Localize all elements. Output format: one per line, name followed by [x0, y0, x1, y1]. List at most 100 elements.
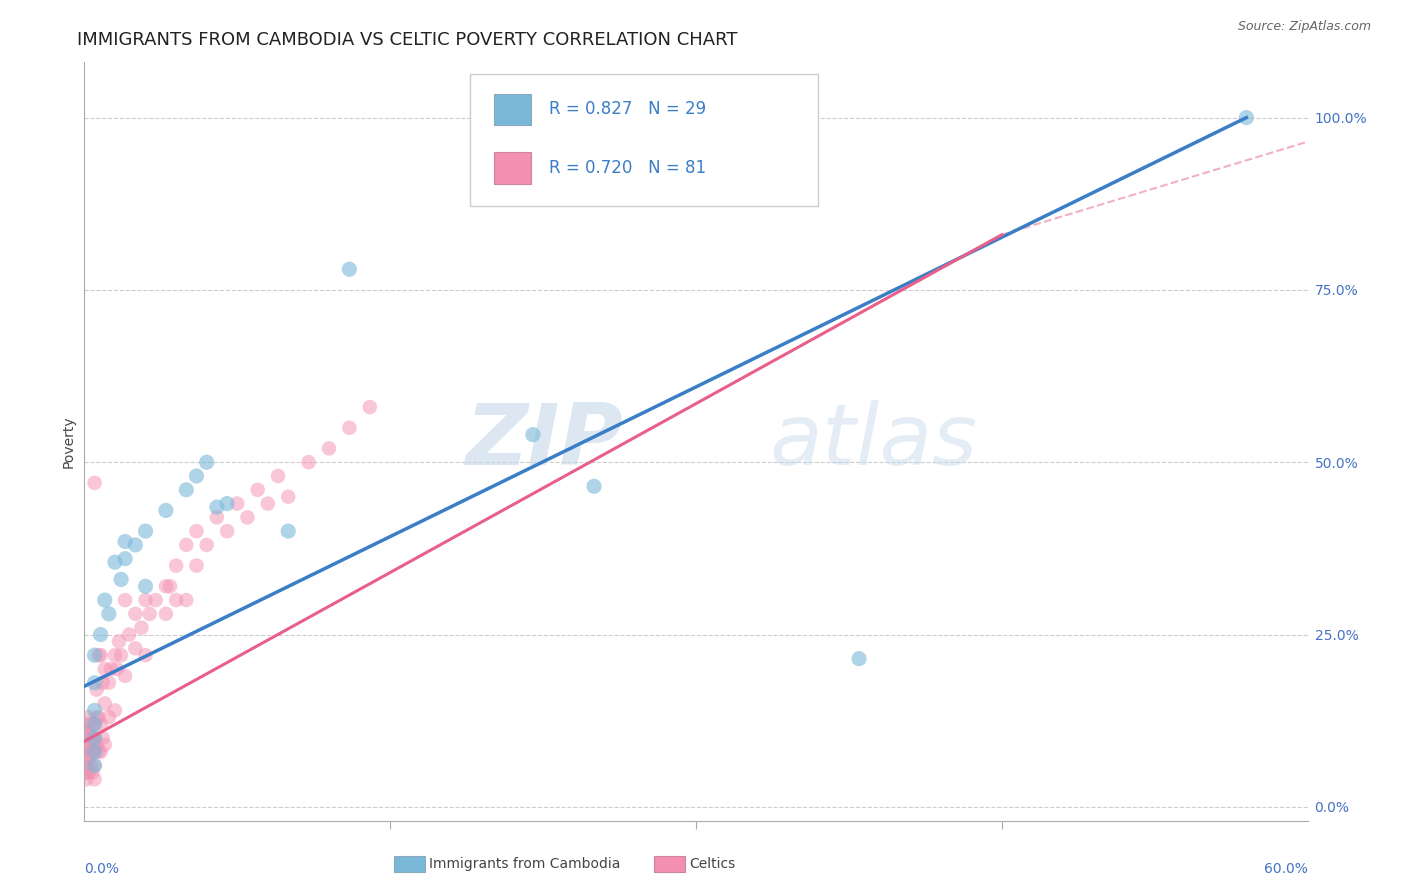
Point: [195, 538, 218, 552]
Point: [135, 648, 157, 663]
Point: [174, 483, 197, 497]
Point: [87, 745, 110, 759]
Point: [83, 703, 105, 717]
Point: [583, 479, 606, 493]
Point: [165, 593, 187, 607]
Point: [110, 648, 132, 663]
Point: [298, 455, 321, 469]
Y-axis label: Poverty: Poverty: [62, 416, 76, 467]
Point: [339, 421, 361, 435]
Point: [79, 731, 101, 745]
Point: [79, 717, 101, 731]
Point: [90, 745, 112, 759]
Point: [114, 534, 136, 549]
Point: [83, 758, 105, 772]
Point: [155, 503, 177, 517]
Point: [138, 607, 160, 621]
Point: [93, 697, 115, 711]
Point: [77, 765, 100, 780]
Point: [83, 717, 105, 731]
Text: 60.0%: 60.0%: [1264, 863, 1308, 876]
Point: [82, 765, 104, 780]
Point: [90, 717, 112, 731]
Point: [217, 497, 239, 511]
Point: [131, 621, 153, 635]
Point: [110, 573, 132, 587]
Point: [155, 607, 177, 621]
Point: [83, 717, 105, 731]
Point: [75, 731, 97, 745]
Point: [86, 682, 108, 697]
Point: [165, 558, 187, 573]
Point: [79, 745, 101, 759]
Point: [90, 627, 112, 641]
Point: [174, 538, 197, 552]
Point: [205, 500, 228, 514]
Point: [1236, 111, 1258, 125]
Point: [83, 758, 105, 772]
Point: [104, 555, 127, 569]
Point: [277, 490, 299, 504]
Point: [114, 551, 136, 566]
FancyBboxPatch shape: [470, 74, 818, 207]
Text: atlas: atlas: [769, 400, 977, 483]
Point: [97, 675, 120, 690]
Point: [82, 745, 104, 759]
Point: [195, 455, 218, 469]
Point: [93, 593, 115, 607]
Point: [97, 710, 120, 724]
Point: [236, 510, 259, 524]
Point: [83, 772, 105, 787]
Point: [75, 758, 97, 772]
Point: [87, 710, 110, 724]
Point: [104, 648, 127, 663]
Point: [124, 538, 146, 552]
Point: [114, 669, 136, 683]
Point: [105, 662, 128, 676]
Text: Immigrants from Cambodia: Immigrants from Cambodia: [429, 857, 620, 871]
Point: [75, 738, 97, 752]
Text: 0.0%: 0.0%: [84, 863, 120, 876]
Point: [118, 627, 141, 641]
FancyBboxPatch shape: [494, 152, 531, 184]
Point: [522, 427, 544, 442]
Point: [217, 524, 239, 538]
Point: [75, 745, 97, 759]
Point: [77, 724, 100, 739]
Text: IMMIGRANTS FROM CAMBODIA VS CELTIC POVERTY CORRELATION CHART: IMMIGRANTS FROM CAMBODIA VS CELTIC POVER…: [77, 31, 738, 49]
Point: [82, 731, 104, 745]
Point: [267, 469, 290, 483]
Point: [75, 751, 97, 765]
Point: [318, 442, 340, 456]
Point: [104, 703, 127, 717]
Point: [159, 579, 181, 593]
Point: [90, 648, 112, 663]
Point: [174, 593, 197, 607]
Point: [93, 738, 115, 752]
Text: R = 0.720   N = 81: R = 0.720 N = 81: [550, 159, 706, 177]
Point: [124, 607, 146, 621]
Point: [75, 765, 97, 780]
Point: [135, 579, 157, 593]
Point: [205, 510, 228, 524]
Point: [75, 772, 97, 787]
Point: [257, 497, 280, 511]
Point: [848, 651, 870, 665]
Point: [83, 745, 105, 759]
Point: [359, 400, 381, 414]
Point: [83, 745, 105, 759]
Point: [100, 662, 122, 676]
Point: [87, 648, 110, 663]
Point: [339, 262, 361, 277]
FancyBboxPatch shape: [494, 94, 531, 126]
Point: [77, 738, 100, 752]
Point: [93, 662, 115, 676]
Point: [83, 731, 105, 745]
Point: [108, 634, 131, 648]
Point: [246, 483, 269, 497]
Point: [77, 751, 100, 765]
Point: [83, 648, 105, 663]
Point: [83, 675, 105, 690]
Point: [124, 641, 146, 656]
Point: [186, 524, 208, 538]
